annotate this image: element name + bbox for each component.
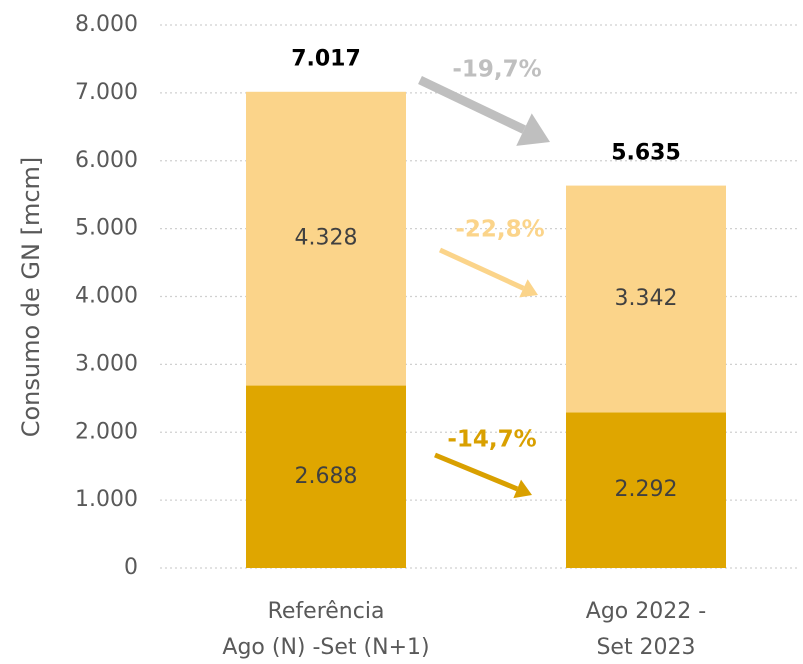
arrow-head: [513, 479, 532, 499]
y-tick-label: 8.000: [75, 12, 138, 37]
annotation: -19,7%: [452, 57, 541, 83]
x-tick-label: Set 2023: [596, 635, 695, 660]
y-tick-label: 6.000: [75, 148, 138, 173]
y-tick-label: 2.000: [75, 419, 138, 444]
annotation: -14,7%: [447, 427, 536, 453]
arrow-shaft: [434, 452, 519, 492]
total-label: 7.017: [291, 47, 361, 72]
bar-segment: [566, 185, 726, 413]
arrow-head: [519, 279, 538, 298]
y-tick-label: 1.000: [75, 487, 138, 512]
x-tick-label: Referência: [268, 599, 385, 624]
y-tick-label: 7.000: [75, 80, 138, 105]
y-tick-label: 3.000: [75, 351, 138, 376]
arrow-shaft: [438, 247, 525, 291]
data-label: 4.328: [295, 226, 358, 251]
bar-segment: [566, 412, 726, 568]
arrow-head: [516, 113, 550, 146]
bar-segment: [246, 91, 406, 386]
bar-segment: [246, 385, 406, 568]
data-label: 2.292: [615, 477, 678, 502]
x-tick-label: Ago 2022 -: [586, 599, 706, 624]
data-label: 2.688: [295, 464, 358, 489]
y-axis-label: Consumo de GN [mcm]: [17, 157, 45, 438]
annotation: -22,8%: [455, 217, 544, 243]
x-tick-label: Ago (N) -Set (N+1): [222, 635, 429, 660]
total-label: 5.635: [611, 141, 681, 166]
data-label: 3.342: [615, 286, 678, 311]
y-tick-label: 5.000: [75, 216, 138, 241]
y-tick-label: 4.000: [75, 284, 138, 309]
arrow-shaft: [418, 75, 526, 134]
y-tick-label: 0: [124, 555, 138, 580]
